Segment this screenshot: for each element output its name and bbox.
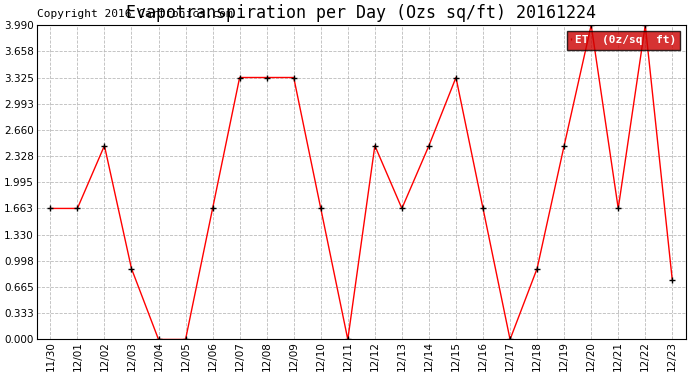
ET  (0z/sq  ft) bbox=[506, 337, 514, 342]
ET  (0z/sq  ft) bbox=[262, 75, 270, 80]
ET  (0z/sq  ft) bbox=[344, 337, 352, 342]
ET  (0z/sq  ft) bbox=[73, 206, 81, 211]
ET  (0z/sq  ft) bbox=[452, 75, 460, 80]
Text: Copyright 2016 Cartronics.com: Copyright 2016 Cartronics.com bbox=[37, 9, 233, 19]
ET  (0z/sq  ft) bbox=[371, 143, 379, 148]
ET  (0z/sq  ft) bbox=[290, 75, 298, 80]
ET  (0z/sq  ft) bbox=[181, 337, 190, 342]
ET  (0z/sq  ft) bbox=[533, 266, 541, 271]
ET  (0z/sq  ft) bbox=[587, 23, 595, 27]
Legend: ET  (0z/sq  ft): ET (0z/sq ft) bbox=[566, 31, 680, 50]
ET  (0z/sq  ft) bbox=[155, 337, 163, 342]
ET  (0z/sq  ft) bbox=[46, 206, 55, 211]
ET  (0z/sq  ft) bbox=[128, 266, 136, 271]
ET  (0z/sq  ft) bbox=[208, 206, 217, 211]
ET  (0z/sq  ft) bbox=[641, 23, 649, 27]
ET  (0z/sq  ft) bbox=[560, 143, 569, 148]
ET  (0z/sq  ft) bbox=[100, 143, 108, 148]
ET  (0z/sq  ft) bbox=[668, 278, 676, 283]
ET  (0z/sq  ft) bbox=[317, 206, 325, 211]
ET  (0z/sq  ft) bbox=[614, 206, 622, 211]
Title: Evapotranspiration per Day (Ozs sq/ft) 20161224: Evapotranspiration per Day (Ozs sq/ft) 2… bbox=[126, 4, 596, 22]
ET  (0z/sq  ft) bbox=[235, 75, 244, 80]
ET  (0z/sq  ft) bbox=[425, 143, 433, 148]
Line: ET  (0z/sq  ft): ET (0z/sq ft) bbox=[47, 22, 676, 343]
ET  (0z/sq  ft) bbox=[397, 206, 406, 211]
ET  (0z/sq  ft) bbox=[479, 206, 487, 211]
